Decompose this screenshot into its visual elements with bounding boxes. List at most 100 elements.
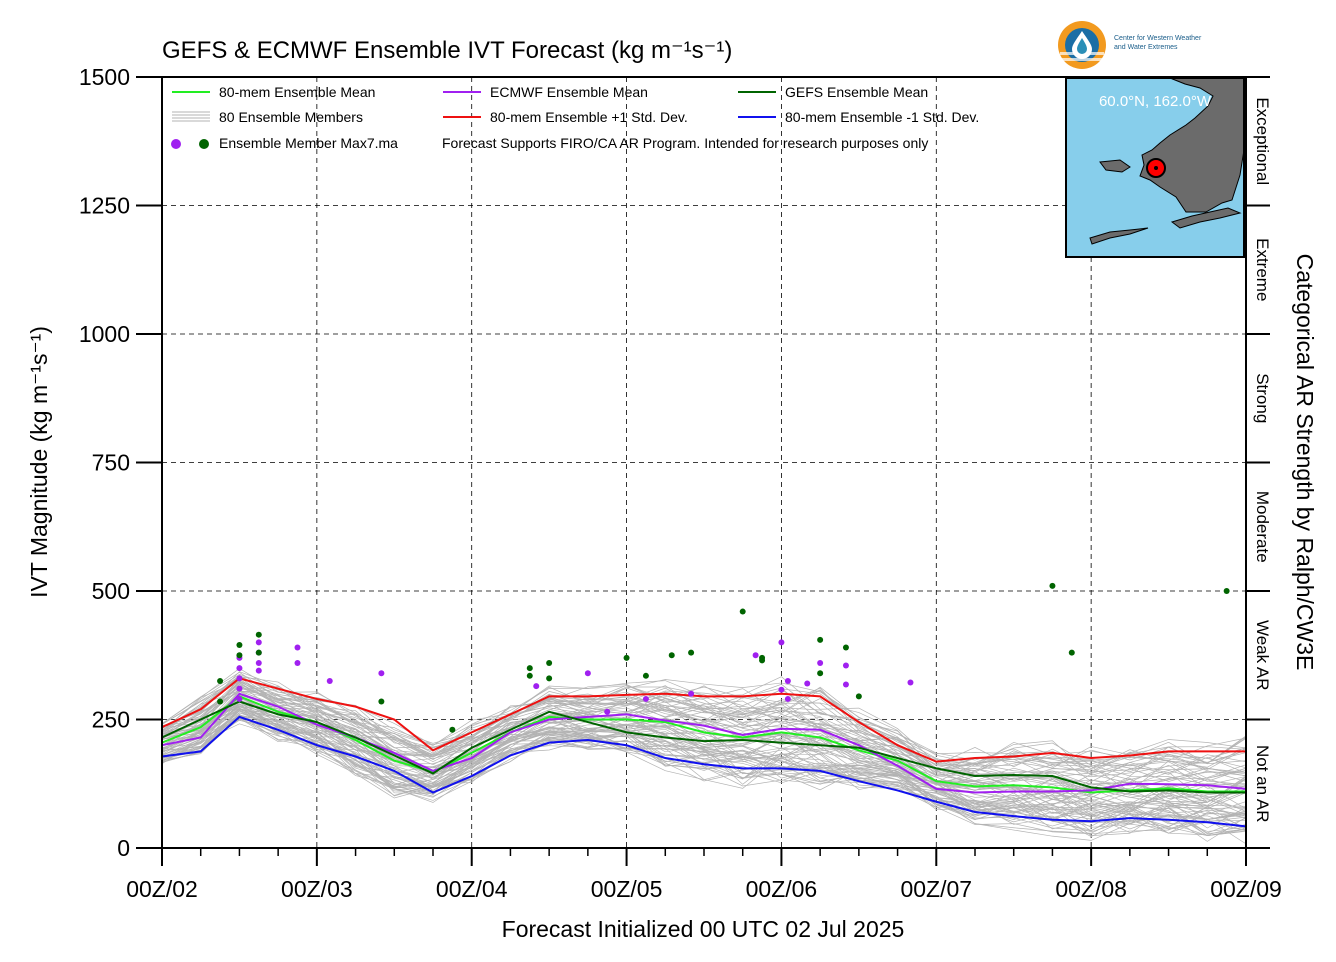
category-label: Extreme — [1253, 238, 1272, 301]
ensemble-member-line — [161, 681, 1247, 767]
logo-text-line1: Center for Western Weather — [1114, 35, 1202, 42]
legend-note: Forecast Supports FIRO/CA AR Program. In… — [442, 135, 928, 151]
ensemble-member-line — [161, 695, 1247, 811]
cw3e-logo: Center for Western Weather and Water Ext… — [1058, 21, 1202, 69]
max-point-ecmwf — [584, 670, 591, 677]
ensemble-member-line — [161, 703, 1247, 824]
max-point-gefs — [255, 631, 262, 638]
max-point-gefs — [526, 672, 533, 679]
ensemble-member-line — [161, 697, 1247, 814]
legend-label-members: 80 Ensemble Members — [219, 109, 363, 125]
inset-map: 60.0°N, 162.0°W — [1065, 77, 1245, 258]
max-point-gefs — [759, 657, 766, 664]
max-point-ecmwf — [378, 670, 385, 677]
y-tick-label: 500 — [92, 578, 130, 604]
max-point-ecmwf — [326, 677, 333, 684]
x-tick-label: 00Z/02 — [126, 876, 198, 902]
inset-map-coast-detail — [1089, 159, 1242, 245]
max-point-ecmwf — [236, 695, 243, 702]
max-point-gefs — [688, 649, 695, 656]
ensemble-member-line — [161, 712, 1247, 829]
legend-max-label: Ensemble Member Max7.ma — [219, 135, 398, 151]
max-point-gefs — [1223, 588, 1230, 594]
max-point-gefs — [546, 659, 553, 666]
ensemble-member-line — [161, 680, 1247, 793]
legend-label-gefs: GEFS Ensemble Mean — [785, 84, 928, 100]
legend-label-plus1: 80-mem Ensemble +1 Std. Dev. — [490, 109, 688, 125]
max-point-ecmwf — [907, 679, 914, 686]
max-point-gefs — [623, 654, 630, 661]
max-point-ecmwf — [255, 667, 262, 674]
y-tick-label: 1000 — [79, 321, 130, 347]
x-tick-label: 00Z/09 — [1210, 876, 1282, 902]
ensemble-member-line — [161, 682, 1247, 782]
max-point-gefs — [1049, 582, 1056, 589]
ensemble-member-line — [161, 674, 1247, 782]
inset-map-frame — [1065, 77, 1245, 258]
ensemble-member-line — [161, 706, 1247, 812]
ensemble-member-line — [161, 671, 1247, 772]
ensemble-member-line — [161, 705, 1247, 815]
ensemble-member-line — [161, 706, 1247, 822]
category-label: Moderate — [1253, 491, 1272, 563]
y-tick-label: 250 — [92, 707, 130, 733]
x-tick-label: 00Z/04 — [436, 876, 508, 902]
series-lines — [161, 677, 1247, 828]
max-point-ecmwf — [688, 690, 695, 697]
max-point-ecmwf — [784, 695, 791, 702]
max-point-gefs — [526, 665, 533, 672]
x-tick-label: 00Z/03 — [281, 876, 353, 902]
y-tick-label: 1500 — [79, 64, 130, 90]
ensemble-member-lines — [161, 668, 1247, 845]
ensemble-member-line — [161, 703, 1247, 803]
max-point-gefs — [236, 641, 243, 648]
legend: 80-mem Ensemble Mean ECMWF Ensemble Mean… — [171, 84, 979, 151]
ensemble-member-line — [161, 704, 1247, 825]
x-tick-label: 00Z/06 — [746, 876, 818, 902]
max-points — [217, 582, 1230, 733]
ensemble-member-line — [161, 668, 1247, 767]
ensemble-member-line — [161, 705, 1247, 812]
max-point-gefs — [1068, 649, 1075, 656]
max-point-ecmwf — [236, 675, 243, 682]
max-point-ecmwf — [294, 644, 301, 651]
series-line-minus1 — [161, 715, 1247, 828]
max-point-ecmwf — [255, 659, 262, 666]
max-point-gefs — [255, 649, 262, 656]
max-point-gefs — [842, 644, 849, 651]
max-point-gefs — [642, 672, 649, 679]
max-point-gefs — [817, 670, 824, 677]
max-point-gefs — [378, 698, 385, 705]
max-point-ecmwf — [236, 685, 243, 692]
ar-categories: Not an AR Weak AR Moderate Strong Extreme Exc… — [1246, 76, 1272, 849]
max-point-ecmwf — [236, 665, 243, 672]
ensemble-member-line — [161, 689, 1247, 778]
ensemble-member-line — [161, 710, 1247, 816]
ensemble-member-line — [161, 687, 1247, 782]
inset-map-land — [1139, 77, 1245, 213]
max-point-ecmwf — [604, 708, 611, 715]
category-label: Strong — [1253, 373, 1272, 423]
max-point-gefs — [217, 677, 224, 684]
logo-text-line2: and Water Extremes — [1114, 44, 1178, 51]
ensemble-member-line — [161, 707, 1247, 829]
chart-title: GEFS & ECMWF Ensemble IVT Forecast (kg m… — [162, 37, 732, 64]
series-line-plus1 — [161, 677, 1246, 763]
max-point-ecmwf — [642, 695, 649, 702]
legend-label-ecmwf: ECMWF Ensemble Mean — [490, 84, 648, 100]
category-label: Not an AR — [1253, 745, 1272, 823]
ensemble-member-line — [161, 709, 1247, 842]
legend-label-mean80: 80-mem Ensemble Mean — [219, 84, 375, 100]
right-axis-label: Categorical AR Strength by Ralph/CW3E — [1292, 254, 1318, 671]
ensemble-member-line — [161, 701, 1247, 822]
max-point-ecmwf — [817, 659, 824, 666]
legend-dot-gefs — [199, 139, 209, 149]
max-point-ecmwf — [784, 677, 791, 684]
ensemble-member-line — [161, 682, 1247, 792]
series-line-gefs — [161, 700, 1246, 794]
x-tick-label: 00Z/05 — [591, 876, 663, 902]
tick-labels: 0 250 500 750 1000 1250 1500 00Z/02 00Z/03 00Z/04… — [79, 64, 1282, 902]
legend-swatch-members — [172, 111, 210, 122]
inset-map-location-dot — [1154, 166, 1158, 170]
